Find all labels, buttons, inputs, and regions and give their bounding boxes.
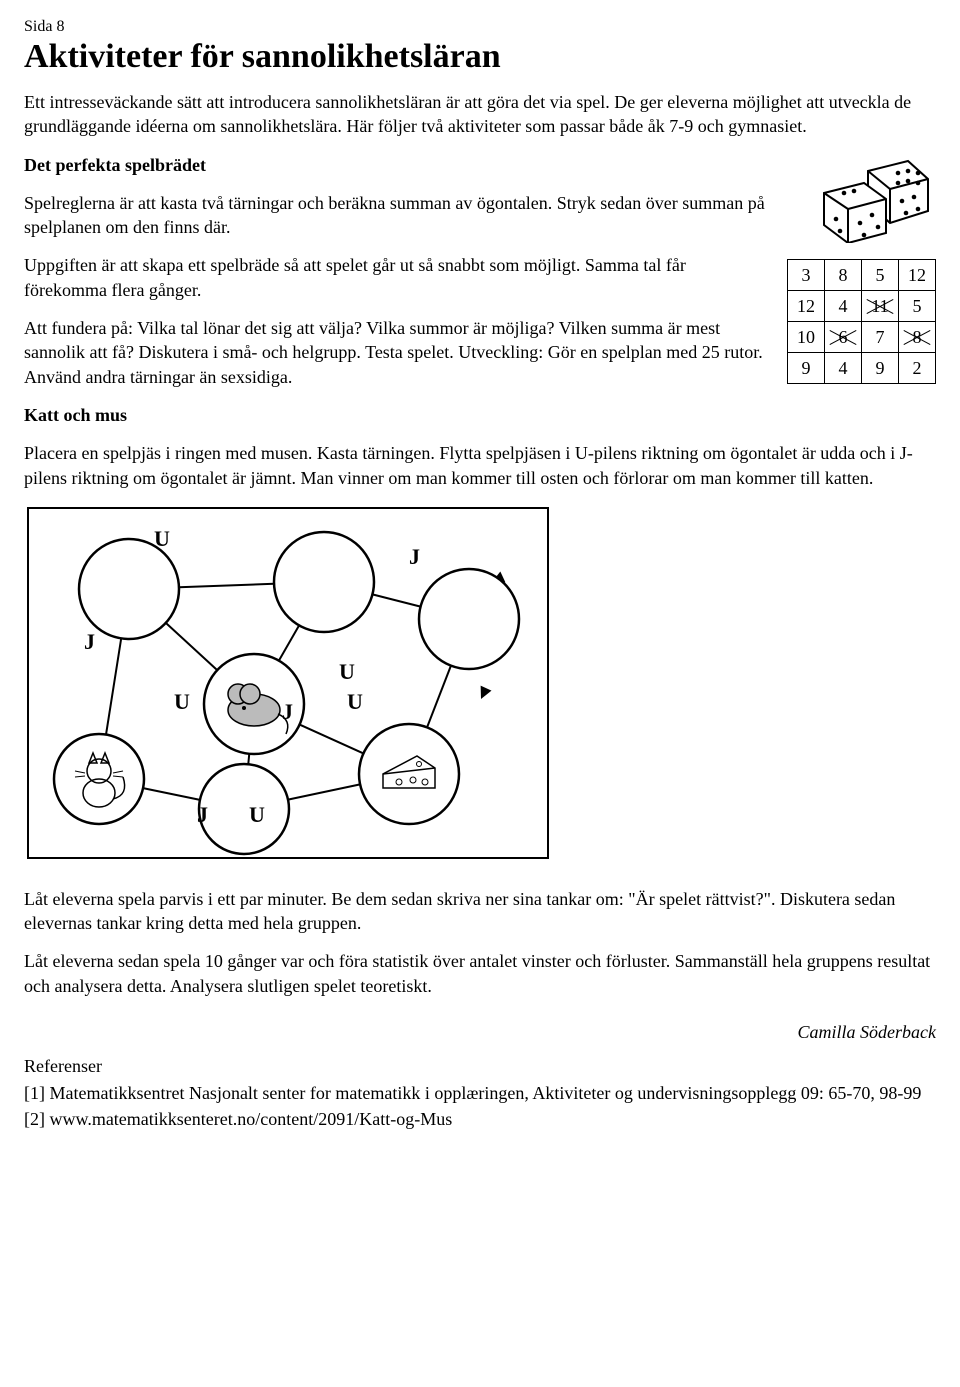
board-cell: 7 [862, 322, 899, 353]
svg-text:J: J [197, 802, 208, 827]
board-cell: 3 [788, 260, 825, 291]
svg-text:U: U [249, 802, 265, 827]
section1-p2: Uppgiften är att skapa ett spelbräde så … [24, 253, 767, 302]
board-cell: 4 [825, 291, 862, 322]
section2-p1: Placera en spelpjäs i ringen med musen. … [24, 441, 936, 490]
section1-heading: Det perfekta spelbrädet [24, 153, 786, 177]
svg-text:J: J [84, 629, 95, 654]
svg-text:J: J [282, 699, 293, 724]
reference-item: [2] www.matematikksenteret.no/content/20… [24, 1107, 936, 1131]
board-cell: 4 [825, 353, 862, 384]
game-board-table: 38512124115106789492 [787, 259, 936, 384]
board-cell: 11 [862, 291, 899, 322]
board-cell: 12 [788, 291, 825, 322]
author-name: Camilla Söderback [24, 1020, 936, 1044]
page-title: Aktiviteter för sannolikhetsläran [24, 38, 936, 76]
page-number: Sida 8 [24, 18, 936, 36]
board-cell: 2 [899, 353, 936, 384]
svg-text:U: U [347, 689, 363, 714]
section1-p1: Spelreglerna är att kasta två tärningar … [24, 191, 786, 240]
board-cell: 8 [825, 260, 862, 291]
section2-heading: Katt och mus [24, 403, 936, 427]
references-heading: Referenser [24, 1054, 936, 1078]
svg-text:U: U [174, 689, 190, 714]
svg-text:U: U [339, 659, 355, 684]
board-cell: 8 [899, 322, 936, 353]
svg-text:J: J [409, 544, 420, 569]
board-cell: 5 [862, 260, 899, 291]
board-cell: 6 [825, 322, 862, 353]
section1-p3: Att fundera på: Vilka tal lönar det sig … [24, 316, 767, 389]
cat-mouse-diagram: UJUJUUJJU [24, 504, 554, 864]
board-cell: 9 [788, 353, 825, 384]
board-cell: 5 [899, 291, 936, 322]
after-p2: Låt eleverna sedan spela 10 gånger var o… [24, 949, 936, 998]
dice-icon [806, 153, 936, 243]
board-cell: 12 [899, 260, 936, 291]
after-p1: Låt eleverna spela parvis i ett par minu… [24, 887, 936, 936]
board-cell: 9 [862, 353, 899, 384]
references-list: [1] Matematikksentret Nasjonalt senter f… [24, 1081, 936, 1132]
svg-text:U: U [154, 526, 170, 551]
reference-item: [1] Matematikksentret Nasjonalt senter f… [24, 1081, 936, 1105]
intro-paragraph: Ett intresseväckande sätt att introducer… [24, 90, 936, 139]
board-cell: 10 [788, 322, 825, 353]
